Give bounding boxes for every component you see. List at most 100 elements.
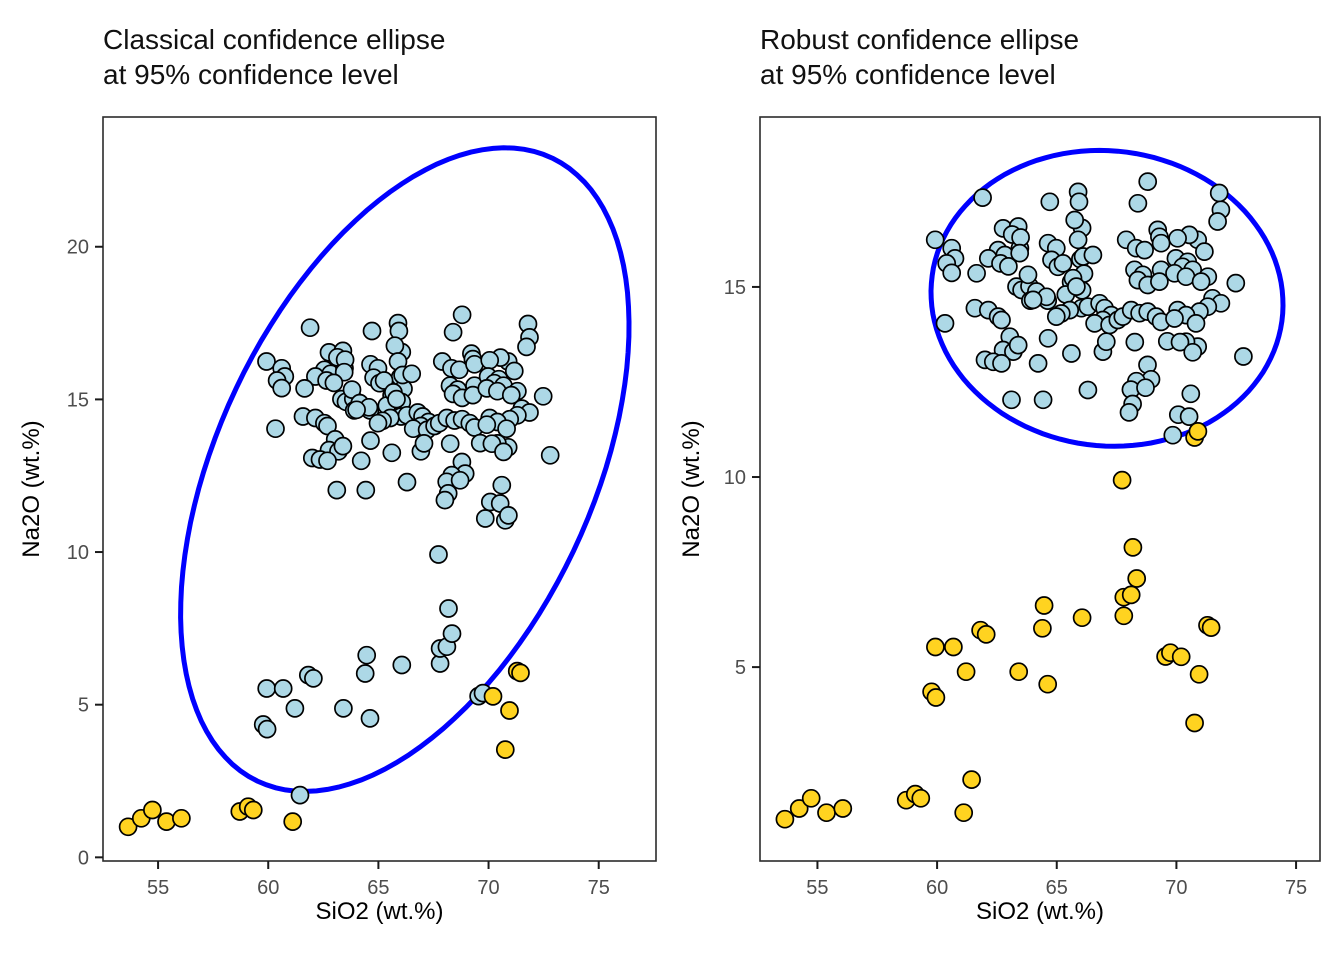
robust-title-line2: at 95% confidence level bbox=[760, 59, 1056, 90]
data-point bbox=[1034, 596, 1054, 615]
data-point bbox=[480, 350, 500, 370]
data-point bbox=[360, 709, 380, 728]
data-point bbox=[1186, 314, 1206, 333]
data-point bbox=[1136, 378, 1155, 398]
data-point bbox=[382, 443, 402, 463]
data-point bbox=[333, 436, 353, 456]
data-point bbox=[1072, 608, 1092, 628]
data-point bbox=[477, 415, 497, 435]
data-point bbox=[1151, 233, 1171, 253]
data-point bbox=[1002, 390, 1021, 410]
data-point bbox=[833, 799, 853, 818]
data-point bbox=[911, 788, 931, 808]
data-point bbox=[1150, 272, 1169, 291]
data-point bbox=[1138, 172, 1158, 191]
data-point bbox=[1065, 210, 1085, 230]
data-point bbox=[257, 352, 276, 371]
data-point bbox=[499, 506, 518, 525]
data-point bbox=[327, 480, 347, 500]
panel-robust: 55 60 65 70 75 5 10 15 bbox=[724, 116, 1321, 899]
svg-text:75: 75 bbox=[1285, 877, 1307, 899]
svg-text:60: 60 bbox=[926, 877, 948, 899]
data-point bbox=[355, 664, 375, 683]
data-point bbox=[1168, 228, 1187, 248]
svg-text:5: 5 bbox=[735, 657, 746, 679]
data-point bbox=[266, 419, 285, 439]
data-point bbox=[402, 364, 422, 384]
data-point bbox=[540, 445, 560, 465]
data-point bbox=[1189, 664, 1209, 684]
data-point bbox=[1040, 192, 1060, 212]
points-mid-robust bbox=[922, 422, 1208, 789]
data-point bbox=[295, 379, 314, 398]
data-point bbox=[973, 188, 992, 207]
data-point bbox=[243, 800, 263, 820]
data-point bbox=[1121, 585, 1141, 605]
data-point bbox=[1033, 618, 1052, 638]
data-point bbox=[1023, 290, 1043, 310]
data-point bbox=[944, 637, 963, 657]
data-point bbox=[533, 386, 553, 406]
confidence-ellipse-classical bbox=[178, 145, 632, 794]
data-point bbox=[290, 785, 310, 805]
data-point bbox=[1114, 606, 1134, 626]
data-point bbox=[475, 509, 495, 528]
points-core-classical bbox=[257, 305, 560, 528]
data-point bbox=[501, 385, 521, 405]
svg-text:70: 70 bbox=[1165, 877, 1187, 899]
confidence-ellipse-robust bbox=[928, 147, 1286, 449]
data-point bbox=[118, 817, 138, 837]
panel-border-robust bbox=[759, 116, 1321, 862]
data-point bbox=[517, 337, 536, 357]
x-axis-title-right: SiO2 (wt.%) bbox=[975, 898, 1104, 925]
svg-text:70: 70 bbox=[477, 877, 499, 899]
data-point bbox=[1038, 328, 1058, 348]
data-point bbox=[392, 655, 412, 675]
svg-text:5: 5 bbox=[78, 695, 89, 717]
data-point bbox=[450, 470, 470, 490]
data-point bbox=[1112, 470, 1132, 490]
data-point bbox=[492, 475, 512, 495]
data-point bbox=[1208, 212, 1227, 231]
data-point bbox=[368, 413, 388, 433]
data-point bbox=[1135, 240, 1154, 260]
svg-text:0: 0 bbox=[78, 847, 89, 869]
data-point bbox=[775, 809, 795, 829]
data-point bbox=[1170, 332, 1190, 352]
data-point bbox=[1053, 254, 1073, 273]
points-out-robust bbox=[775, 615, 1221, 829]
data-point bbox=[1008, 335, 1028, 355]
data-point bbox=[801, 788, 821, 808]
svg-text:65: 65 bbox=[1046, 877, 1068, 899]
data-point bbox=[442, 624, 462, 643]
data-point bbox=[495, 740, 515, 759]
points-mid-classical bbox=[253, 506, 518, 805]
data-point bbox=[143, 800, 162, 820]
data-point bbox=[351, 451, 371, 471]
data-point bbox=[1083, 245, 1103, 265]
data-point bbox=[942, 263, 962, 283]
data-point bbox=[334, 699, 353, 718]
svg-text:75: 75 bbox=[588, 877, 610, 899]
x-axis-title-left: SiO2 (wt.%) bbox=[315, 898, 444, 925]
classical-title-line2: at 95% confidence level bbox=[103, 59, 399, 90]
data-point bbox=[1226, 273, 1246, 293]
data-point bbox=[1188, 422, 1208, 441]
data-point bbox=[452, 305, 472, 325]
data-point bbox=[361, 431, 380, 450]
data-point bbox=[511, 663, 530, 683]
data-point bbox=[318, 451, 337, 471]
data-point bbox=[324, 373, 344, 393]
data-point bbox=[935, 314, 955, 333]
axis-ticks-robust: 55 60 65 70 75 5 10 15 bbox=[724, 277, 1307, 899]
data-point bbox=[1125, 332, 1145, 352]
data-point bbox=[272, 378, 292, 398]
data-point bbox=[1046, 307, 1066, 326]
panel-classical: 55 60 65 70 75 0 5 10 15 20 bbox=[67, 116, 657, 899]
data-point bbox=[440, 434, 460, 454]
svg-text:65: 65 bbox=[367, 877, 389, 899]
data-point bbox=[1185, 713, 1204, 733]
data-point bbox=[1010, 243, 1030, 263]
